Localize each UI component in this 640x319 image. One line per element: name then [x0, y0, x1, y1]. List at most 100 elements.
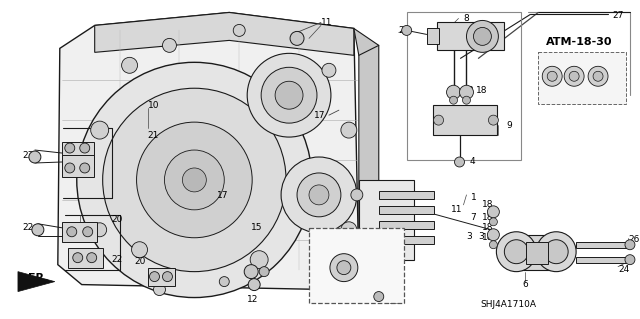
- Text: 5: 5: [438, 126, 444, 135]
- Text: 14: 14: [148, 275, 159, 284]
- Circle shape: [297, 173, 341, 217]
- Circle shape: [32, 224, 44, 236]
- Bar: [379, 221, 433, 229]
- Text: 18: 18: [476, 86, 488, 95]
- Bar: [62, 222, 97, 242]
- Text: 9: 9: [506, 121, 512, 130]
- Text: FR.: FR.: [28, 273, 49, 283]
- Circle shape: [564, 66, 584, 86]
- Circle shape: [80, 163, 90, 173]
- Text: 27: 27: [612, 11, 623, 20]
- Circle shape: [402, 26, 412, 35]
- Text: 22: 22: [111, 255, 123, 264]
- Circle shape: [122, 57, 138, 73]
- Text: 24: 24: [618, 265, 629, 274]
- Circle shape: [322, 63, 336, 77]
- Bar: [576, 242, 628, 248]
- Text: 15: 15: [251, 223, 262, 232]
- Circle shape: [220, 277, 229, 286]
- Circle shape: [474, 27, 492, 45]
- Circle shape: [467, 20, 499, 52]
- Circle shape: [91, 121, 109, 139]
- Circle shape: [83, 227, 93, 237]
- Circle shape: [132, 242, 148, 258]
- Text: 6: 6: [522, 280, 528, 289]
- Bar: [62, 155, 93, 177]
- Bar: [148, 268, 175, 286]
- Circle shape: [330, 254, 358, 282]
- Circle shape: [163, 272, 172, 282]
- Circle shape: [281, 157, 357, 233]
- Text: 4: 4: [470, 158, 475, 167]
- Circle shape: [374, 292, 384, 301]
- Circle shape: [542, 66, 562, 86]
- Text: 17: 17: [218, 191, 228, 200]
- Text: 19: 19: [387, 263, 398, 272]
- Text: 16: 16: [80, 223, 92, 232]
- Circle shape: [463, 96, 470, 104]
- Text: 21: 21: [148, 130, 159, 140]
- Circle shape: [625, 255, 635, 265]
- Circle shape: [488, 229, 499, 241]
- Circle shape: [77, 62, 312, 298]
- Text: 22: 22: [22, 223, 33, 232]
- Circle shape: [490, 218, 497, 226]
- Bar: [433, 105, 497, 135]
- Circle shape: [309, 185, 329, 205]
- Text: 2: 2: [474, 126, 479, 135]
- Text: 12: 12: [247, 295, 259, 304]
- Polygon shape: [354, 28, 379, 285]
- Text: 11: 11: [451, 205, 462, 214]
- Circle shape: [65, 143, 75, 153]
- Circle shape: [29, 151, 41, 163]
- Bar: [359, 180, 413, 260]
- Text: 22: 22: [388, 297, 400, 306]
- Circle shape: [250, 251, 268, 269]
- Circle shape: [625, 240, 635, 250]
- Circle shape: [449, 96, 458, 104]
- Text: 8: 8: [463, 14, 469, 23]
- Text: ATM-18-30: ATM-18-30: [546, 37, 612, 48]
- Circle shape: [136, 122, 252, 238]
- Circle shape: [102, 88, 286, 272]
- Bar: [68, 248, 102, 268]
- Bar: [436, 22, 504, 50]
- Circle shape: [341, 222, 357, 238]
- Circle shape: [290, 31, 304, 45]
- Circle shape: [497, 232, 536, 272]
- Circle shape: [248, 278, 260, 291]
- Text: 20: 20: [134, 257, 146, 266]
- Circle shape: [244, 265, 258, 278]
- Circle shape: [67, 227, 77, 237]
- Text: SHJ4A1710A: SHJ4A1710A: [481, 300, 536, 309]
- Text: 11: 11: [321, 18, 332, 27]
- Circle shape: [536, 232, 576, 272]
- Circle shape: [73, 253, 83, 263]
- Circle shape: [65, 163, 75, 173]
- Circle shape: [588, 66, 608, 86]
- Circle shape: [93, 223, 107, 237]
- Text: 25: 25: [399, 26, 410, 35]
- Bar: [427, 28, 438, 44]
- Bar: [379, 191, 433, 199]
- Circle shape: [569, 71, 579, 81]
- Circle shape: [341, 122, 357, 138]
- Text: 3: 3: [467, 232, 472, 241]
- Circle shape: [490, 241, 497, 249]
- Circle shape: [544, 240, 568, 264]
- Circle shape: [447, 85, 461, 99]
- Circle shape: [488, 206, 499, 218]
- Bar: [576, 257, 628, 263]
- Bar: [516, 235, 558, 270]
- Polygon shape: [18, 272, 55, 292]
- Circle shape: [164, 150, 224, 210]
- Circle shape: [488, 115, 499, 125]
- Circle shape: [593, 71, 603, 81]
- Bar: [379, 236, 433, 244]
- Circle shape: [259, 267, 269, 277]
- Circle shape: [275, 81, 303, 109]
- Bar: [309, 228, 404, 302]
- Circle shape: [182, 168, 206, 192]
- Text: 18: 18: [483, 233, 494, 242]
- Circle shape: [154, 284, 166, 296]
